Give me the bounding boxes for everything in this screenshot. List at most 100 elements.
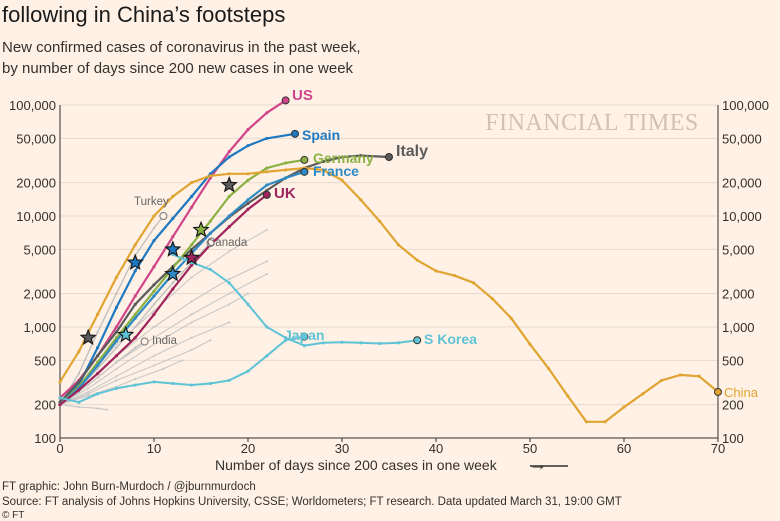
data-point-canada [96,367,99,370]
series-line-germany [58,158,306,406]
data-point-other-8 [152,336,156,339]
data-point-italy [340,155,344,159]
data-point-germany [246,178,250,182]
y-tick-label-left: 10,000 [16,209,56,224]
data-point-china [472,281,476,285]
end-marker-japan [413,336,422,345]
data-point-china [434,269,438,273]
data-point-other-4 [115,375,118,378]
y-tick-label-right: 100 [722,431,744,446]
data-point-france [133,316,137,320]
lockdown-star-icon [192,220,210,238]
data-point-other-8 [190,313,193,316]
y-tick-label-left: 500 [34,353,56,368]
data-point-china [265,170,269,174]
data-point-france [96,363,100,368]
data-point-france [265,183,269,187]
data-point-germany [152,289,156,293]
data-point-italy [114,330,118,334]
data-point-italy [321,159,325,164]
data-point-other-2 [228,278,231,281]
data-point-other-3 [228,303,231,306]
data-point-india [134,346,137,349]
data-point-s-korea [190,383,194,387]
end-marker-china [714,387,722,396]
data-point-japan [321,341,325,345]
data-point-china [208,174,212,178]
data-point-spain [171,216,175,221]
data-point-s-korea [171,381,175,386]
lockdown-star-icon [79,328,97,346]
y-tick-label-left: 1,000 [23,320,56,335]
x-tick-label: 40 [429,441,443,456]
data-point-uk [96,372,100,376]
data-point-france [114,339,118,343]
data-point-other-1 [190,276,193,279]
data-point-france [152,294,156,298]
data-point-turkey [152,226,156,230]
data-point-spain [265,136,269,141]
lockdown-star-icon [117,325,135,343]
data-point-china [340,178,344,182]
data-point-japan [340,340,344,344]
end-marker-canada [206,239,215,248]
y-tick-label-left: 20,000 [16,176,56,191]
x-axis-arrow-icon: → [529,454,547,474]
x-axis-label: Number of days since 200 cases in one we… [215,457,498,473]
credit-line: FT graphic: John Burn-Murdoch / @jburnmu… [2,481,256,493]
y-tick-label-left: 50,000 [16,131,56,146]
data-point-china [528,342,532,346]
end-marker-germany [300,155,309,164]
data-point-other-5 [152,364,156,367]
data-point-other-4 [228,321,231,324]
data-point-other-8 [228,292,231,295]
data-point-china [584,420,589,424]
data-point-other-1 [115,343,118,346]
series-label-s-korea: S Korea [424,331,477,347]
x-tick-label: 0 [56,441,63,456]
data-point-japan [378,341,382,346]
data-point-china [133,243,137,247]
data-point-uk [227,225,231,229]
x-tick-label: 30 [335,441,349,456]
series-label-turkey: Turkey [134,196,169,208]
data-point-other-7 [105,408,109,411]
data-point-other-5 [190,348,193,352]
data-point-other-6 [162,367,165,370]
data-point-other-3 [246,292,250,295]
y-tick-label-right: 2,000 [722,287,755,302]
series-line-uk [58,193,268,406]
data-point-s-korea [96,392,100,396]
x-tick-label: 10 [147,441,161,456]
end-marker-spain [291,129,299,138]
data-point-italy [152,283,156,287]
data-point-china [415,258,419,262]
x-tick-label: 20 [241,441,255,456]
data-point-other-6 [181,359,184,362]
y-tick-label-left: 200 [34,398,56,413]
data-point-spain [190,194,194,199]
data-point-china [284,168,288,172]
data-point-japan [302,343,306,348]
data-point-other-4 [152,354,156,357]
series-label-italy: Italy [396,143,428,160]
data-point-spain [114,305,118,310]
end-marker-turkey [159,212,168,220]
data-point-turkey [77,372,80,375]
series-label-france: France [313,163,359,179]
data-point-china [509,316,513,320]
data-point-other-3 [115,367,118,370]
data-point-us [265,111,269,115]
data-point-japan [246,302,250,306]
data-point-france [227,214,231,218]
data-point-china [359,198,363,202]
data-point-s-korea [152,380,156,384]
series-label-spain: Spain [302,127,340,143]
data-point-uk [171,287,175,291]
data-point-other-5 [209,339,212,342]
data-point-s-korea [208,381,212,386]
data-point-spain [152,239,156,243]
series-line-other-6 [59,359,183,406]
data-point-uk [190,263,194,267]
data-point-germany [133,312,137,316]
